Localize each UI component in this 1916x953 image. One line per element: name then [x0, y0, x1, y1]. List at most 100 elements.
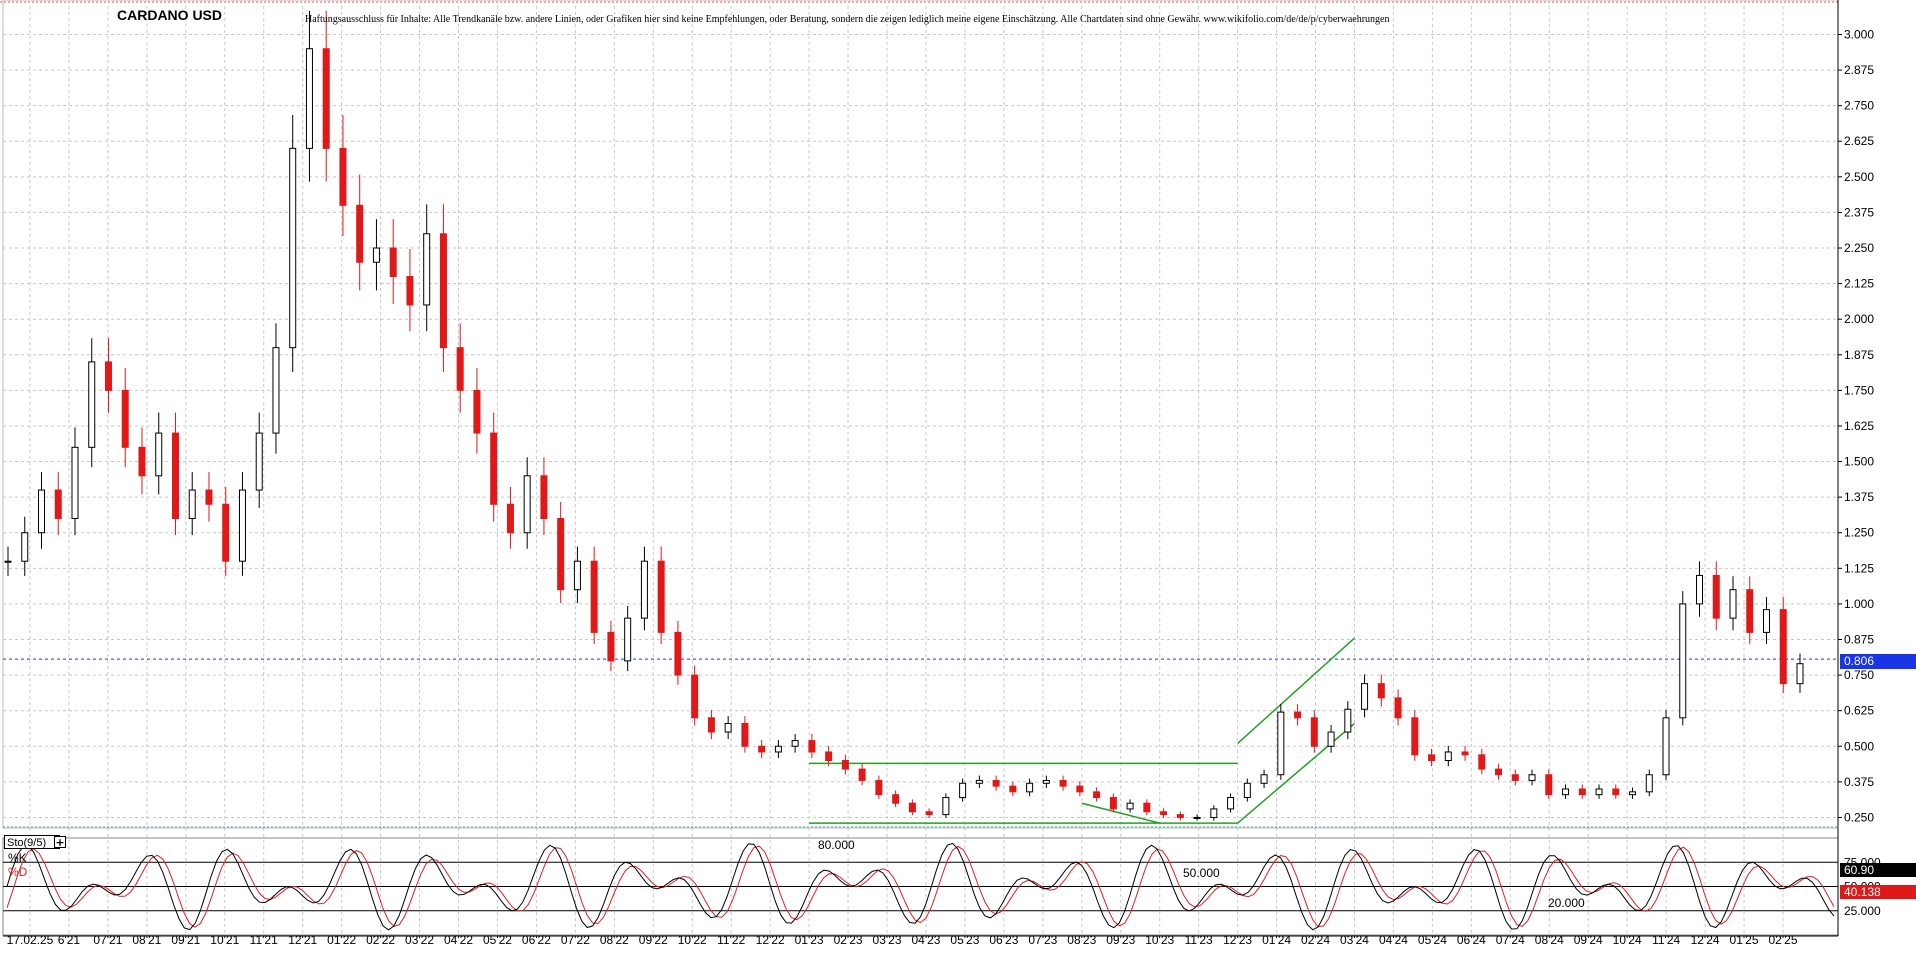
candle-body — [88, 361, 96, 448]
x-tick-label: 01'25 — [1730, 933, 1759, 947]
y-tick-label: 2.375 — [1844, 205, 1874, 219]
x-tick-label: 03'24 — [1340, 933, 1369, 947]
add-indicator-icon[interactable]: + — [54, 836, 66, 849]
y-tick-label: 3.000 — [1844, 27, 1874, 41]
x-tick-label: 12'21 — [288, 933, 317, 947]
candle-body — [1528, 774, 1536, 781]
x-tick-label: 09'24 — [1574, 933, 1603, 947]
x-tick-label: 05'24 — [1418, 933, 1447, 947]
y-tick-label: 0.375 — [1844, 775, 1874, 789]
candle-body — [389, 247, 397, 277]
d-legend: %D — [8, 865, 28, 879]
k-line — [6, 842, 1835, 931]
candle-body — [1210, 808, 1218, 818]
y-tick-label: 2.000 — [1844, 312, 1874, 326]
candle-body — [724, 723, 732, 733]
y-tick-label: 0.750 — [1844, 668, 1874, 682]
x-tick-label: 02'24 — [1301, 933, 1330, 947]
level-annotation: 20.000 — [1548, 896, 1585, 910]
x-tick-label: 03'23 — [873, 933, 902, 947]
candle-body — [707, 717, 715, 733]
y-tick-label: 1.375 — [1844, 490, 1874, 504]
candle-body — [624, 617, 632, 662]
y-tick-label: 0.875 — [1844, 633, 1874, 647]
oscillator-title[interactable]: Sto(9/5) — [4, 835, 60, 849]
candle-body — [1394, 697, 1402, 719]
candle-body — [875, 779, 883, 796]
candle-body — [607, 631, 615, 662]
candle-body — [372, 247, 380, 263]
y-tick-label: 1.250 — [1844, 526, 1874, 540]
candle-body — [1093, 791, 1101, 799]
candle-body — [1294, 711, 1302, 719]
candle-body — [992, 779, 1000, 787]
candle-body — [523, 475, 531, 534]
x-tick-label: 05'23 — [950, 933, 979, 947]
x-tick-label: 12'22 — [756, 933, 785, 947]
candle-body — [490, 432, 498, 505]
y-tick-label: 1.750 — [1844, 383, 1874, 397]
x-tick-label: 07'21 — [93, 933, 122, 947]
y-tick-label: 1.000 — [1844, 597, 1874, 611]
candle-body — [1729, 589, 1737, 619]
candle-body — [1009, 785, 1017, 793]
level-annotation: 50.000 — [1183, 866, 1220, 880]
x-tick-label: 02'23 — [834, 933, 863, 947]
candle-body — [573, 560, 581, 591]
candle-body — [305, 48, 313, 149]
candle-body — [289, 147, 297, 349]
x-tick-label: 10'24 — [1613, 933, 1642, 947]
candle-body — [908, 802, 916, 813]
y-tick-label: 1.625 — [1844, 419, 1874, 433]
candle-body — [339, 147, 347, 206]
candle-body — [171, 432, 179, 520]
candle-body — [1595, 788, 1603, 796]
candle-body — [959, 782, 967, 799]
y-tick-label: 1.875 — [1844, 348, 1874, 362]
candle-body — [121, 389, 129, 448]
candle-body — [4, 560, 12, 563]
candle-body — [1277, 711, 1285, 776]
candle-body — [1478, 754, 1486, 770]
candle-body — [71, 446, 79, 520]
candle-body — [1361, 683, 1369, 710]
x-tick-label: 02'25 — [1769, 933, 1798, 947]
candle-body — [540, 475, 548, 519]
x-tick-label: 07'23 — [1028, 933, 1057, 947]
x-tick-label: 04'22 — [444, 933, 473, 947]
candle-body — [841, 760, 849, 770]
candle-body — [188, 489, 196, 519]
x-tick-label: 06'22 — [522, 933, 551, 947]
candle-body — [1411, 717, 1419, 756]
candle-body — [322, 48, 330, 149]
x-tick-label: 12'23 — [1223, 933, 1252, 947]
candle-body — [1444, 751, 1452, 762]
candle-body — [21, 532, 29, 562]
y-tick-label: 2.125 — [1844, 277, 1874, 291]
candle-body — [691, 674, 699, 719]
x-tick-label: 09'21 — [171, 933, 200, 947]
rising-lower-line — [1237, 722, 1355, 824]
x-tick-label: 11'22 — [717, 933, 745, 947]
candle-body — [1327, 731, 1335, 747]
price-tag: 0.806 — [1840, 654, 1916, 669]
x-tick-label: 17.02.25 — [7, 933, 54, 947]
candle-body — [825, 751, 833, 762]
candle-body — [138, 446, 146, 477]
candle-body — [1193, 816, 1201, 819]
candle-body — [557, 518, 565, 591]
candle-body — [640, 560, 648, 619]
candle-body — [925, 811, 933, 816]
candle-body — [1629, 791, 1637, 796]
candle-body — [674, 631, 682, 676]
x-tick-label: 02'22 — [366, 933, 395, 947]
candle-body — [774, 745, 782, 753]
x-tick-label: 07'22 — [561, 933, 590, 947]
candle-body — [255, 432, 263, 491]
candle-body — [1712, 574, 1720, 619]
candle-body — [1126, 802, 1134, 810]
y-tick-label: 2.875 — [1844, 63, 1874, 77]
y-tick-label: 2.750 — [1844, 99, 1874, 113]
